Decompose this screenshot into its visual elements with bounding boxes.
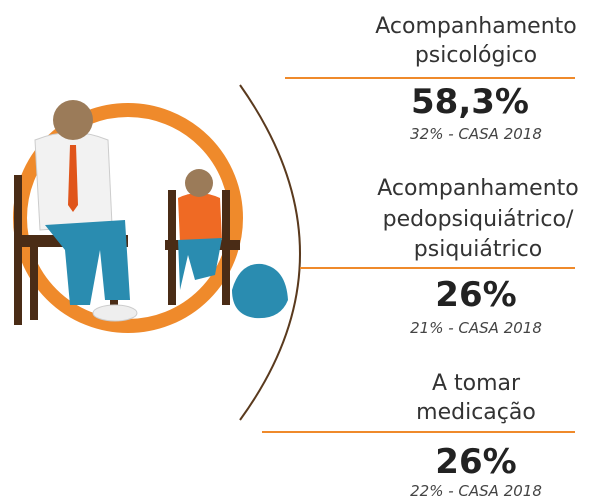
comparison: 21% - CASA 2018 [410,319,542,337]
head [53,100,93,140]
value: 26% [435,442,516,482]
infographic: Acompanhamento psicológico 58,3% 32% - C… [0,0,595,499]
chair-leg [30,245,38,320]
label: psiquiátrico [414,237,542,262]
backpack [232,264,288,318]
value: 26% [435,275,516,315]
child-shirt [178,193,222,242]
page: Acompanhamento psicológico 58,3% 32% - C… [0,0,595,499]
label: pedopsiquiátrico/ [383,207,574,232]
illustration [14,100,288,326]
label: A tomar [432,371,521,396]
shoe [93,305,137,321]
chair-back [14,175,22,325]
comparison: 22% - CASA 2018 [410,482,542,499]
comparison: 32% - CASA 2018 [410,125,542,143]
arc [240,85,300,420]
label: medicação [416,400,536,425]
label: psicológico [415,43,537,68]
value: 58,3% [411,82,529,122]
label: Acompanhamento [375,14,576,39]
label: Acompanhamento [377,176,578,201]
child-head [185,169,213,197]
